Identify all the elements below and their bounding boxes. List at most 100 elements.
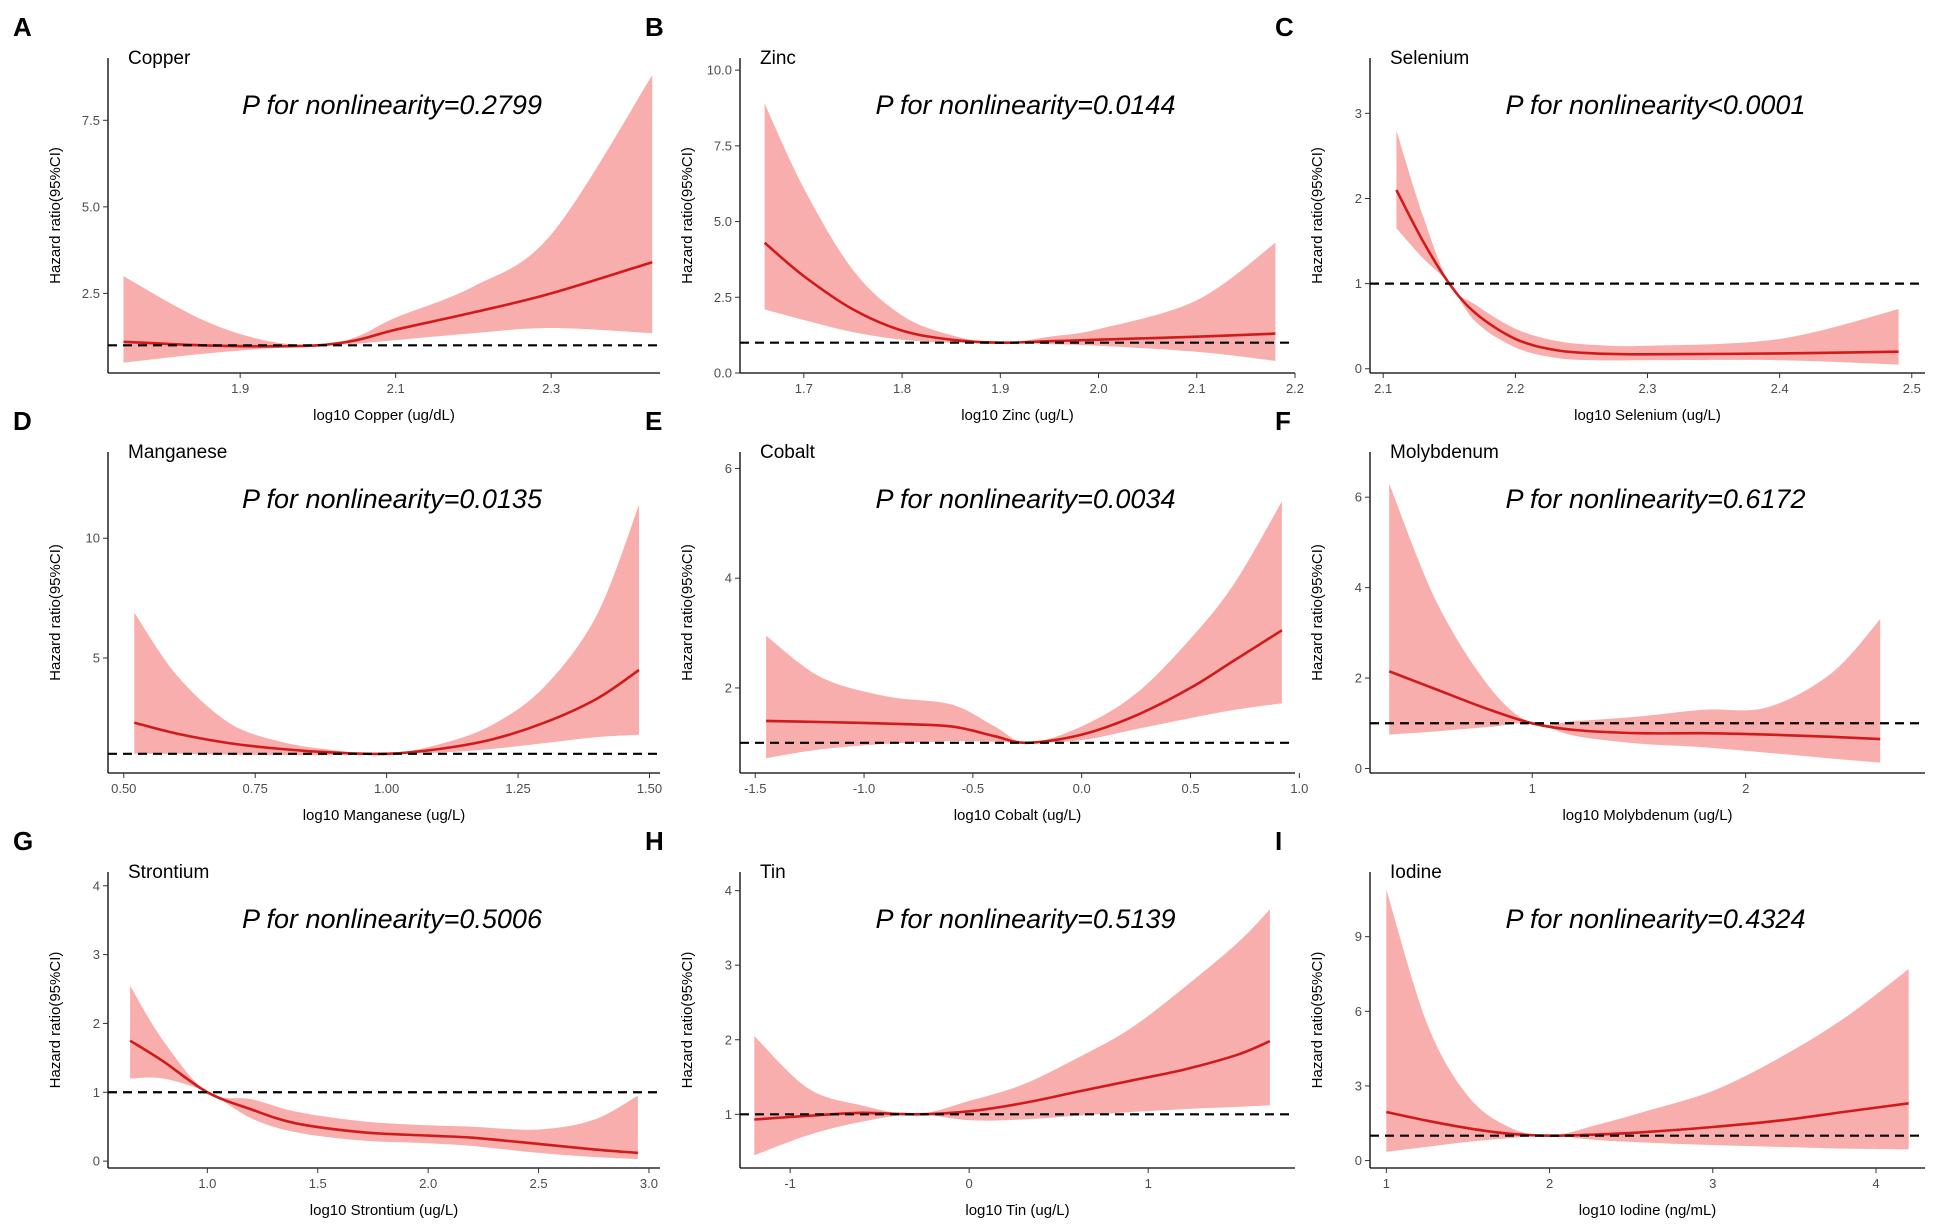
panel-title: Cobalt: [760, 442, 816, 463]
x-axis-label: log10 Strontium (ug/L): [310, 1202, 458, 1219]
y-tick-label: 3: [93, 947, 100, 962]
ci-band: [764, 103, 1276, 361]
x-tick-label: 2.0: [1090, 381, 1108, 396]
y-axis-label: Hazard ratio(95%CI): [1309, 544, 1326, 681]
y-tick-label: 0: [1355, 761, 1362, 776]
y-tick-label: 0: [1355, 361, 1362, 376]
x-tick-label: 1.7: [795, 381, 813, 396]
x-axis-label: log10 Cobalt (ug/L): [954, 807, 1082, 824]
panel-title: Copper: [128, 48, 191, 69]
ci-band: [130, 985, 638, 1160]
y-tick-label: 2: [93, 1016, 100, 1031]
ci-band: [766, 501, 1282, 759]
y-tick-label: 10: [86, 531, 100, 546]
nonlinearity-annotation: P for nonlinearity=0.0135: [242, 484, 543, 514]
ci-band: [123, 75, 653, 363]
panel-title: Iodine: [1390, 862, 1442, 883]
y-axis-label: Hazard ratio(95%CI): [679, 952, 696, 1089]
y-tick-label: 2: [1355, 671, 1362, 686]
panel-label: B: [645, 12, 664, 42]
panel-label: A: [13, 12, 32, 42]
panel-label: G: [13, 826, 33, 856]
nonlinearity-annotation: P for nonlinearity=0.6172: [1506, 484, 1806, 514]
y-tick-label: 5.0: [714, 214, 732, 229]
y-tick-label: 4: [93, 878, 100, 893]
hr-curve: [129, 1039, 639, 1155]
plot-area: [133, 504, 640, 756]
y-tick-label: 1: [1355, 276, 1362, 291]
y-axis-label: Hazard ratio(95%CI): [47, 952, 64, 1089]
panel-label: I: [1275, 826, 1282, 856]
y-tick-label: 2: [725, 680, 732, 695]
panel-d: 0.50 0.75 1.00 1.25 1.50 5 10 D Manganese P for n…: [13, 406, 662, 824]
panel-title: Selenium: [1390, 48, 1469, 69]
x-tick-label: 0.0: [1073, 781, 1091, 796]
x-tick-label: 1.0: [198, 1176, 216, 1191]
hr-curve: [1388, 670, 1881, 741]
x-axis-label: log10 Copper (ug/dL): [313, 407, 455, 424]
panel-label: F: [1275, 406, 1291, 436]
panel-a: 1.9 2.1 2.3 2.5 5.0 7.5 A Copper P for nonlinear…: [13, 12, 660, 424]
panel-label: D: [13, 406, 32, 436]
x-tick-label: 2.1: [1188, 381, 1206, 396]
x-tick-label: 2: [1546, 1176, 1553, 1191]
nonlinearity-annotation: P for nonlinearity=0.5139: [876, 904, 1176, 934]
y-tick-label: 0: [1355, 1153, 1362, 1168]
panel-label: C: [1275, 12, 1294, 42]
y-tick-label: 3: [1355, 106, 1362, 121]
y-tick-label: 1: [725, 1107, 732, 1122]
x-tick-label: 2.5: [1903, 381, 1921, 396]
x-tick-label: 1.9: [231, 381, 249, 396]
x-tick-label: 1: [1145, 1176, 1152, 1191]
y-axis-label: Hazard ratio(95%CI): [47, 544, 64, 681]
plot-area: [1395, 130, 1899, 365]
ci-band: [1386, 889, 1909, 1152]
panel-g: 1.0 1.5 2.0 2.5 3.0 0 1 2 3 4 G Strontium P for nonl…: [13, 826, 660, 1219]
ci-band: [1396, 130, 1899, 365]
panel-f: 1 2 0 2 4 6 F Molybdenum P for nonlinearity=0.61…: [1275, 406, 1925, 824]
y-axis-label: Hazard ratio(95%CI): [47, 147, 64, 284]
x-tick-label: 1.50: [637, 781, 662, 796]
panel-title: Zinc: [760, 48, 796, 69]
y-tick-label: 3: [725, 958, 732, 973]
y-tick-label: 0: [93, 1154, 100, 1169]
x-tick-label: 0.5: [1181, 781, 1199, 796]
y-tick-label: 6: [1355, 490, 1362, 505]
x-tick-label: 0.50: [111, 781, 136, 796]
x-tick-label: 3.0: [640, 1176, 658, 1191]
x-tick-label: 1: [1383, 1176, 1390, 1191]
x-tick-label: 1.25: [505, 781, 530, 796]
nonlinearity-annotation: P for nonlinearity=0.0034: [876, 484, 1176, 514]
x-tick-label: 2.5: [530, 1176, 548, 1191]
x-axis-label: log10 Tin (ug/L): [965, 1202, 1069, 1219]
ci-band: [134, 504, 640, 756]
y-tick-label: 0.0: [714, 366, 732, 381]
x-tick-label: 2.3: [1638, 381, 1656, 396]
plot-area: [754, 909, 1271, 1156]
nonlinearity-annotation: P for nonlinearity=0.0144: [876, 90, 1176, 120]
x-tick-label: 2.2: [1506, 381, 1524, 396]
nonlinearity-annotation: P for nonlinearity=0.5006: [242, 904, 543, 934]
hr-curve: [1395, 189, 1899, 356]
y-tick-label: 5: [93, 651, 100, 666]
x-axis-label: log10 Iodine (ng/mL): [1579, 1202, 1717, 1219]
y-tick-label: 4: [725, 571, 732, 586]
x-tick-label: -1.5: [744, 781, 766, 796]
x-tick-label: 1.8: [893, 381, 911, 396]
panel-h: -1 0 1 1 2 3 4 H Tin P for nonlinearity=0.5139 log…: [645, 826, 1295, 1219]
plot-area: [1388, 483, 1881, 763]
y-axis-label: Hazard ratio(95%CI): [1309, 952, 1326, 1089]
y-tick-label: 6: [1355, 1004, 1362, 1019]
x-tick-label: 2.2: [1286, 381, 1304, 396]
x-tick-label: -1: [784, 1176, 796, 1191]
x-tick-label: 2.3: [542, 381, 560, 396]
plot-area: [763, 103, 1276, 361]
x-tick-label: 0: [966, 1176, 973, 1191]
x-tick-label: 1: [1529, 781, 1536, 796]
x-tick-label: 2.4: [1771, 381, 1789, 396]
nonlinearity-annotation: P for nonlinearity=0.4324: [1506, 904, 1806, 934]
panel-label: E: [645, 406, 662, 436]
panel-b: 1.7 1.8 1.9 2.0 2.1 2.2 0.0 2.5 5.0 7.5 10.0 B Zinc P…: [645, 12, 1304, 424]
y-tick-label: 3: [1355, 1078, 1362, 1093]
